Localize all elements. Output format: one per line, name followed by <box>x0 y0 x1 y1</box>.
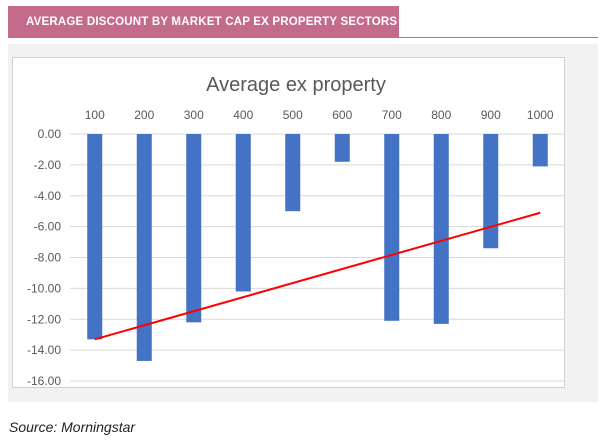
x-tick-label: 200 <box>134 108 154 122</box>
y-tick-label: -12.00 <box>27 312 61 326</box>
x-axis-ticks: 100 200 300 400 500 600 700 800 900 1000 <box>85 108 554 122</box>
bar <box>532 134 548 167</box>
chart-title: Average ex property <box>206 74 386 96</box>
x-tick-label: 500 <box>283 108 303 122</box>
bar <box>285 134 301 212</box>
bar <box>136 134 152 361</box>
x-tick-label: 400 <box>233 108 253 122</box>
x-tick-label: 300 <box>184 108 204 122</box>
x-tick-label: 900 <box>481 108 501 122</box>
gridlines <box>70 133 565 382</box>
y-tick-label: -16.00 <box>27 374 61 388</box>
bar <box>235 134 251 292</box>
x-tick-label: 1000 <box>527 108 554 122</box>
bar <box>433 134 449 324</box>
y-tick-label: -2.00 <box>34 158 62 172</box>
y-tick-label: -4.00 <box>34 189 62 203</box>
bar <box>186 134 202 323</box>
x-tick-label: 700 <box>382 108 402 122</box>
bar <box>483 134 499 249</box>
chart-area <box>12 57 565 388</box>
header-divider <box>399 37 598 38</box>
y-axis-ticks: 0.00 -2.00 -4.00 -6.00 -8.00 -10.00 -12.00 -14.… <box>27 127 61 388</box>
y-tick-label: -10.00 <box>27 281 61 295</box>
bar <box>87 134 103 340</box>
chart-header-title: AVERAGE DISCOUNT BY MARKET CAP EX PROPER… <box>26 16 398 28</box>
trendline <box>94 211 541 341</box>
chart-header-bar: AVERAGE DISCOUNT BY MARKET CAP EX PROPER… <box>8 6 399 38</box>
bar <box>384 134 400 321</box>
x-tick-label: 600 <box>332 108 352 122</box>
trendline-line <box>94 211 541 341</box>
y-tick-label: -6.00 <box>34 220 62 234</box>
bars <box>87 134 548 361</box>
x-tick-label: 800 <box>431 108 451 122</box>
source-note: Source: Morningstar <box>9 419 136 435</box>
bar <box>334 134 350 162</box>
y-tick-label: 0.00 <box>38 127 62 141</box>
y-tick-label: -8.00 <box>34 251 62 265</box>
y-tick-label: -14.00 <box>27 343 61 357</box>
x-tick-label: 100 <box>85 108 105 122</box>
